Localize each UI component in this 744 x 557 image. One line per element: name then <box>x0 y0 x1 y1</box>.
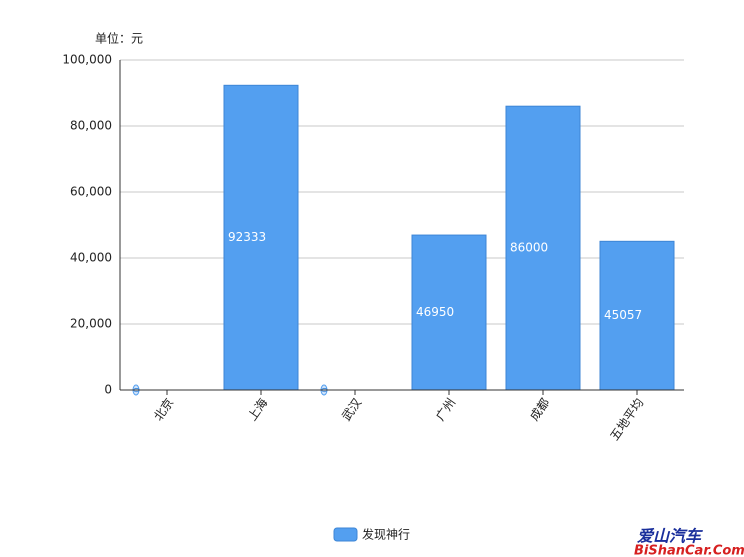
x-tick-label: 五地平均 <box>607 396 646 443</box>
x-tick-label: 成都 <box>527 396 552 424</box>
y-tick-label: 60,000 <box>70 185 112 199</box>
unit-label: 单位：元 <box>95 31 143 46</box>
watermark-title: 爱山汽车 <box>637 527 703 546</box>
y-tick-label: 0 <box>104 383 112 397</box>
y-tick-label: 20,000 <box>70 317 112 331</box>
x-tick-label: 上海 <box>244 395 270 423</box>
data-label: 45057 <box>604 308 642 322</box>
bar <box>505 105 581 391</box>
legend-label: 发现神行 <box>362 527 410 542</box>
bar <box>599 240 675 391</box>
data-label: 86000 <box>510 241 548 255</box>
bar <box>411 234 487 391</box>
x-tick-label: 北京 <box>151 396 176 424</box>
data-label: 46950 <box>416 305 454 319</box>
y-tick-label: 40,000 <box>70 251 112 265</box>
data-label: 92333 <box>228 230 266 244</box>
y-tick-label: 80,000 <box>70 119 112 133</box>
legend-swatch <box>333 527 358 542</box>
y-tick-label: 100,000 <box>62 53 112 67</box>
x-tick-label: 广州 <box>433 396 458 424</box>
bar <box>223 84 299 391</box>
x-tick-label: 武汉 <box>339 396 364 424</box>
watermark-url: BiShanCar.Com <box>634 544 744 557</box>
